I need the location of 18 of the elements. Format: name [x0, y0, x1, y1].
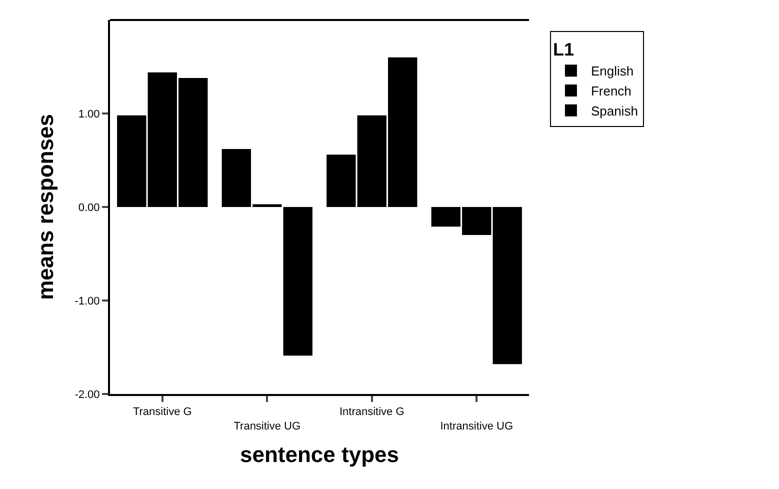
legend-label: Spanish: [590, 103, 638, 118]
x-axis-title: sentence types: [240, 442, 399, 467]
legend-title: L1: [552, 40, 574, 60]
legend-label: English: [590, 64, 634, 79]
bar: [117, 115, 146, 207]
bar: [326, 154, 356, 207]
y-tick-label: -1.00: [74, 295, 100, 308]
bar: [492, 207, 522, 364]
y-axis-title: means responses: [33, 114, 58, 300]
x-tick-label: Transitive UG: [234, 420, 301, 432]
y-tick-label: -2.00: [74, 388, 100, 401]
y-tick-label: 0.00: [78, 202, 100, 214]
y-tick-label: 1.00: [78, 108, 100, 120]
x-tick-label: Intransitive G: [339, 406, 404, 418]
legend-label: French: [590, 84, 632, 99]
bar: [283, 207, 312, 356]
x-tick-label: Transitive G: [132, 406, 192, 418]
x-tick-label: Intransitive UG: [440, 420, 514, 432]
